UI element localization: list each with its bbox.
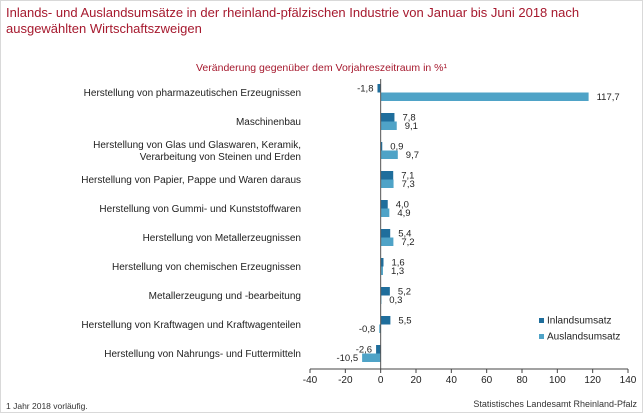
data-label: 9,7 — [406, 150, 419, 161]
bar-inland — [380, 258, 384, 267]
category-label: Herstellung von pharmazeutischen Erzeugn… — [84, 88, 301, 99]
category-label: Herstellung von Metallerzeugnissen — [143, 233, 301, 244]
legend-label: Inlandsumsatz — [547, 316, 611, 327]
x-tick-label: 60 — [481, 375, 493, 386]
category-label: Metallerzeugung und -bearbeitung — [149, 291, 301, 302]
category-label: Herstellung von Kraftwagen und Kraftwage… — [81, 320, 301, 331]
source-note: Statistisches Landesamt Rheinland-Pfalz — [473, 399, 637, 409]
bar-ausland — [362, 353, 381, 362]
data-label: 5,4 — [398, 229, 411, 240]
data-label: 117,7 — [597, 92, 620, 103]
x-tick-label: 20 — [410, 375, 422, 386]
legend-swatch-inland — [539, 318, 544, 323]
bar-ausland — [380, 237, 394, 246]
bar-inland — [380, 113, 395, 122]
bar-inland — [380, 171, 394, 180]
bar-inland — [380, 142, 383, 151]
data-label: 0,3 — [389, 295, 402, 306]
data-label: 0,9 — [390, 142, 403, 153]
data-label: 4,9 — [397, 208, 410, 219]
chart-subtitle: Veränderung gegenüber dem Vorjahreszeitr… — [196, 62, 447, 74]
bar-ausland — [380, 150, 398, 159]
data-label: 7,2 — [401, 237, 414, 248]
x-tick-label: 40 — [446, 375, 458, 386]
legend-swatch-ausland — [539, 334, 544, 339]
category-label: Herstellung von Nahrungs- und Futtermitt… — [104, 349, 301, 360]
bar-ausland — [380, 179, 394, 188]
category-label: Maschinenbau — [236, 117, 301, 128]
data-label: -10,5 — [336, 353, 358, 364]
data-label: 4,0 — [396, 200, 409, 211]
x-tick-label: 100 — [549, 375, 566, 386]
data-label: 5,2 — [398, 287, 411, 298]
bar-ausland — [380, 121, 397, 130]
data-label: -1,8 — [357, 84, 373, 95]
data-label: 1,3 — [391, 266, 404, 277]
page-title: Inlands- und Auslandsumsätze in der rhei… — [6, 5, 580, 36]
data-label: 9,1 — [405, 121, 418, 132]
x-tick-label: 120 — [584, 375, 601, 386]
bar-inland — [376, 345, 381, 354]
category-label: Herstellung von Papier, Pappe und Waren … — [81, 175, 301, 186]
data-label: 7,3 — [402, 179, 415, 190]
legend-label: Auslandsumsatz — [547, 332, 620, 343]
category-label: Herstellung von Glas und Glaswaren, Kera… — [93, 140, 301, 163]
data-label: 5,5 — [398, 316, 411, 327]
category-label: Herstellung von chemischen Erzeugnissen — [112, 262, 301, 273]
data-label: 7,8 — [402, 113, 415, 124]
bar-ausland — [380, 208, 390, 217]
data-label: -2,6 — [356, 345, 372, 356]
footnote: 1 Jahr 2018 vorläufig. — [6, 401, 88, 411]
data-label: 7,1 — [401, 171, 414, 182]
bar-inland — [380, 287, 390, 296]
x-tick-label: 140 — [620, 375, 637, 386]
x-tick-label: -40 — [303, 375, 318, 386]
data-label: -0,8 — [359, 324, 375, 335]
bar-ausland — [379, 324, 381, 333]
category-label: Herstellung von Gummi- und Kunststoffwar… — [99, 204, 301, 215]
data-label: 1,6 — [391, 258, 404, 269]
x-tick-label: -20 — [338, 375, 353, 386]
x-tick-label: 0 — [378, 375, 384, 386]
bar-ausland — [380, 266, 383, 275]
bar-inland — [380, 229, 391, 238]
bar-inland — [380, 316, 391, 325]
bar-ausland — [380, 92, 589, 101]
bar-inland — [380, 200, 388, 209]
bar-inland — [377, 84, 381, 93]
x-tick-label: 80 — [516, 375, 528, 386]
